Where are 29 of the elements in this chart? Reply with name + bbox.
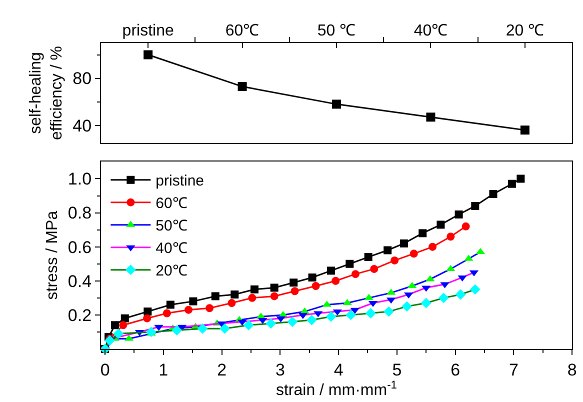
y-axis-title: stress / MPa — [44, 210, 61, 300]
x-tick-label: 4 — [334, 360, 344, 380]
legend-label: 60℃ — [156, 195, 188, 212]
y-tick-label: 0.2 — [68, 306, 92, 325]
x-tick-label: 2 — [217, 360, 227, 380]
x-tick-label: 5 — [392, 360, 402, 380]
x-axis-title: strain / mm·mm$^{-1}$ — [276, 379, 398, 400]
x-tick-label: 1 — [158, 360, 168, 380]
x-tick-label: 20 ℃ — [506, 22, 544, 40]
x-tick-label: 6 — [450, 360, 460, 380]
legend-label: 50℃ — [156, 218, 188, 235]
y-axis-title: self-healing efficiency / % — [28, 46, 66, 140]
x-tick-label: pristine — [122, 22, 174, 40]
y-tick-label: 1.0 — [68, 170, 92, 189]
x-tick-label: 7 — [508, 360, 518, 380]
x-tick-label: 50 ℃ — [317, 22, 356, 40]
x-tick-label: 40℃ — [414, 22, 448, 40]
y-tick-label: 40 — [72, 116, 92, 136]
y-tick-label: 0.8 — [68, 204, 92, 223]
x-tick-label: 0 — [100, 360, 110, 380]
legend-label: 20℃ — [156, 262, 188, 280]
x-tick-label: 8 — [567, 360, 577, 380]
y-tick-label: 80 — [72, 69, 92, 88]
y-tick-label: 0.6 — [68, 238, 92, 257]
y-tick-label: 0.4 — [68, 272, 92, 291]
legend-label: pristine — [156, 172, 204, 190]
x-tick-label: 3 — [275, 360, 285, 380]
x-tick-label: 60℃ — [225, 22, 260, 40]
legend-label: 40℃ — [156, 240, 188, 258]
